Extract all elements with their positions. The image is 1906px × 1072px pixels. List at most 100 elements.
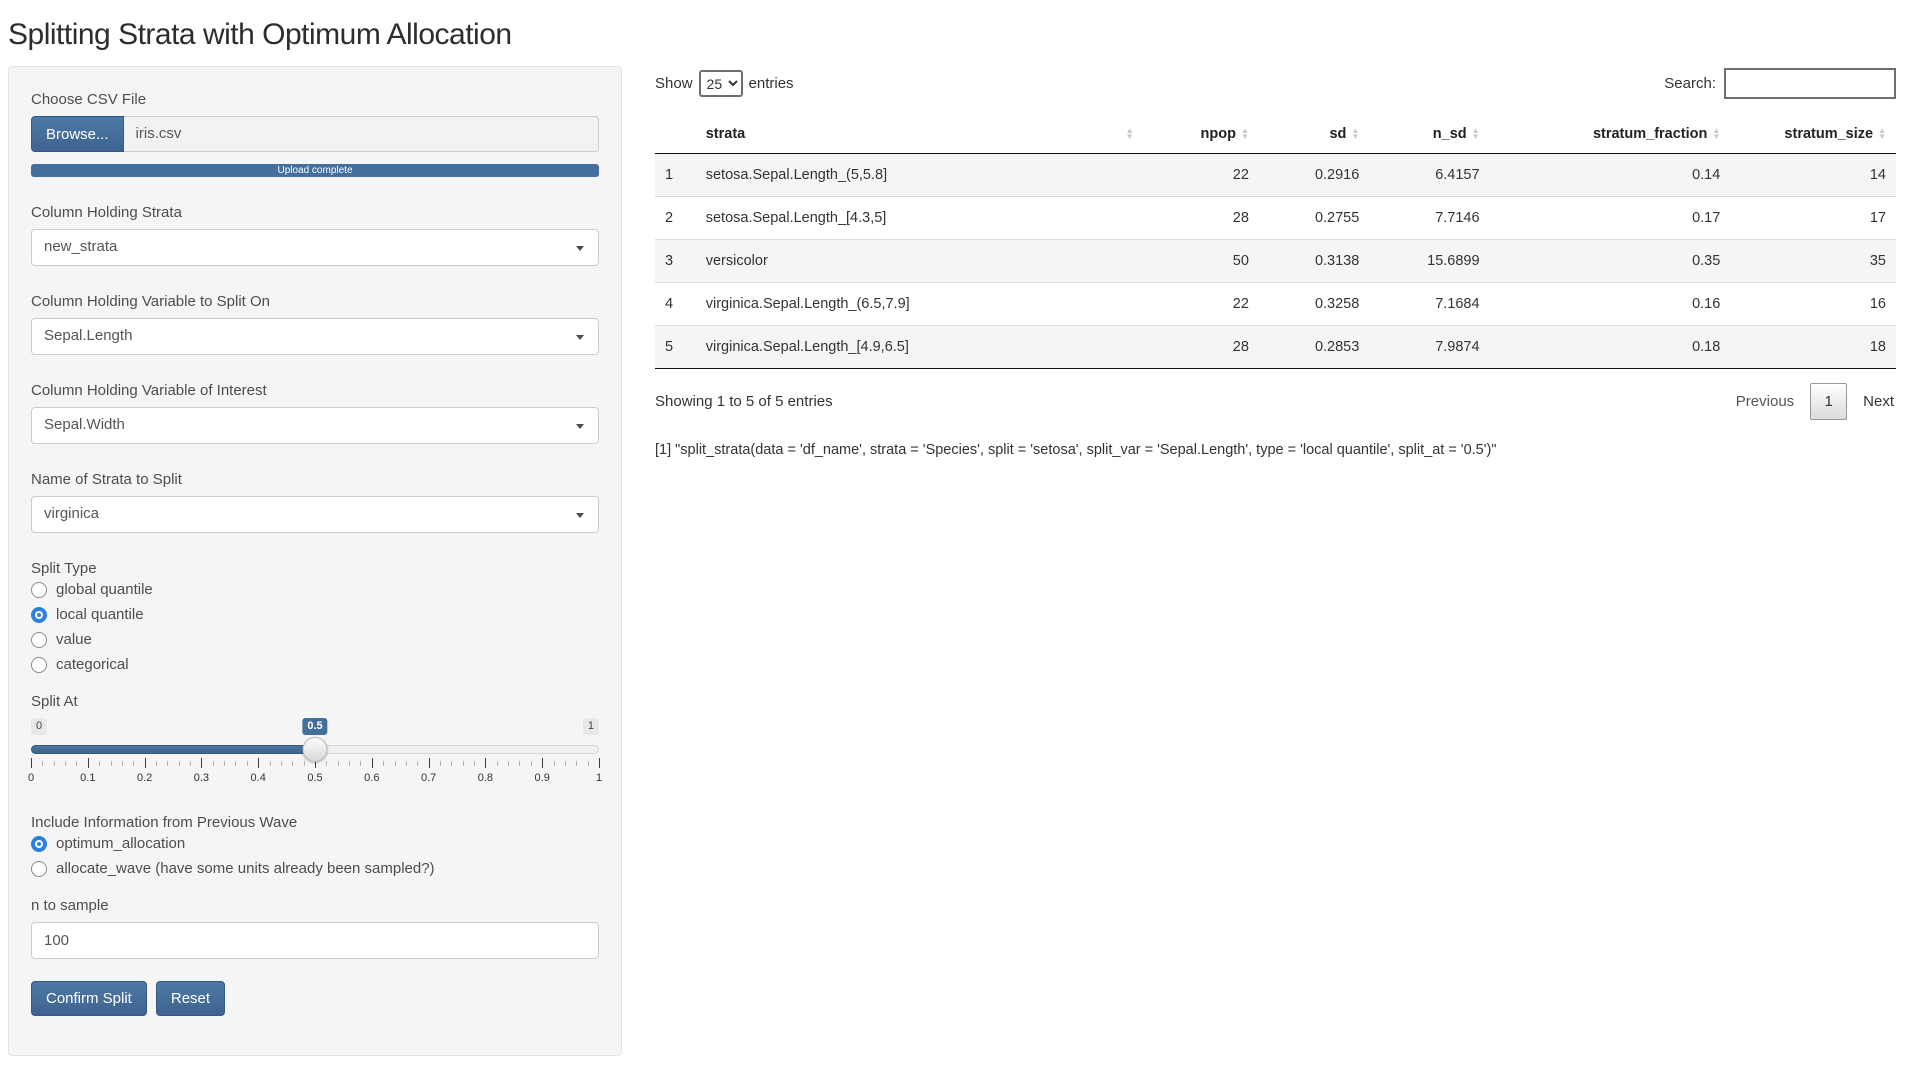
slider-tick-label: 0.8: [477, 772, 494, 784]
search-input[interactable]: [1724, 68, 1896, 99]
table-row: 5 virginica.Sepal.Length_[4.9,6.5] 28 0.285…: [655, 325, 1896, 369]
strata-to-split-label: Name of Strata to Split: [31, 471, 182, 488]
interest-var-select[interactable]: Sepal.Width: [31, 407, 599, 444]
results-table: strata ▲ ▼ npop ▲ ▼ sd ▲ ▼ n_sd: [655, 117, 1896, 369]
table-row: 2 setosa.Sepal.Length_[4.3,5] 28 0.2755 7.71…: [655, 196, 1896, 240]
slider-tick: [599, 758, 600, 768]
slider-tick: [99, 761, 101, 766]
column-header-sd[interactable]: sd ▲ ▼: [1258, 117, 1370, 154]
slider-tick: [349, 761, 351, 766]
column-header-npop[interactable]: npop ▲ ▼: [1143, 117, 1259, 154]
column-header-stratum-fraction[interactable]: stratum_fraction ▲ ▼: [1489, 117, 1731, 154]
cell-npop: 50: [1143, 239, 1259, 283]
slider-tick: [417, 761, 419, 766]
table-row: 4 virginica.Sepal.Length_(6.5,7.9] 22 0.325…: [655, 282, 1896, 326]
cell-index: 2: [655, 196, 696, 240]
slider-handle[interactable]: [302, 737, 328, 762]
strata-select[interactable]: new_strata: [31, 229, 599, 266]
cell-n_sd: 7.1684: [1369, 282, 1490, 326]
confirm-split-button[interactable]: Confirm Split: [31, 981, 147, 1016]
slider-tick: [133, 761, 135, 766]
file-input-group: Choose CSV File Browse... iris.csv Uploa…: [31, 91, 599, 177]
interest-var-select-value: Sepal.Width: [44, 416, 125, 433]
radio-option-label: value: [56, 631, 92, 648]
radio-option[interactable]: local quantile: [31, 606, 599, 623]
chevron-down-icon: [576, 335, 584, 340]
reset-button[interactable]: Reset: [155, 981, 226, 1016]
chevron-down-icon: [576, 246, 584, 251]
slider-tick: [224, 761, 226, 766]
n-to-sample-input[interactable]: [31, 922, 599, 959]
slider-tick: [371, 758, 373, 768]
column-header-strata[interactable]: strata ▲ ▼: [695, 117, 1144, 154]
radio-unselected-icon[interactable]: [31, 581, 47, 598]
file-name-field: iris.csv: [123, 116, 599, 152]
table-row: 3 versicolor 50 0.3138 15.6899 0.35 35: [655, 239, 1896, 283]
radio-unselected-icon[interactable]: [31, 860, 47, 877]
radio-option-label: optimum_allocation: [56, 835, 186, 852]
slider-tick: [280, 761, 282, 766]
radio-option[interactable]: optimum_allocation: [31, 835, 599, 852]
split-var-select[interactable]: Sepal.Length: [31, 318, 599, 355]
strata-to-split-group: Name of Strata to Split virginica: [31, 471, 599, 533]
table-pagination: Previous 1 Next: [1734, 383, 1896, 420]
sort-icon: ▲ ▼: [1712, 126, 1721, 141]
previous-wave-label: Include Information from Previous Wave: [31, 814, 298, 831]
split-at-group: Split At 0 1 0.5 0 0.1 0.2 0.3 0.4 0.5 0.6 0.7 0…: [27, 693, 602, 790]
cell-n_sd: 6.4157: [1435, 167, 1480, 183]
page-length-select[interactable]: 25: [698, 70, 743, 97]
slider-tick: [394, 761, 396, 766]
interest-var-select-group: Column Holding Variable of Interest Sepa…: [31, 382, 599, 444]
cell-stratum_fraction: 0.35: [1489, 239, 1731, 283]
sidebar-panel: Choose CSV File Browse... iris.csv Uploa…: [8, 66, 622, 1056]
slider-tick: [508, 761, 510, 766]
sort-icon: ▲ ▼: [1240, 126, 1249, 141]
slider-tick: [303, 761, 305, 766]
radio-option[interactable]: global quantile: [31, 581, 599, 598]
cell-index: 5: [655, 325, 696, 369]
slider-tick: [110, 761, 112, 766]
radio-unselected-icon[interactable]: [31, 631, 47, 648]
sort-icon: ▲ ▼: [1125, 126, 1134, 141]
slider-tick: [87, 758, 89, 768]
slider-tick-label: 0: [27, 772, 35, 784]
main-panel: Show 25 entries Search:: [655, 66, 1896, 458]
current-page-button[interactable]: 1: [1810, 383, 1848, 420]
slider-min-badge: 0: [31, 718, 48, 735]
file-input-label: Choose CSV File: [31, 91, 147, 108]
slider-tick: [496, 761, 498, 766]
cell-stratum_size: 18: [1730, 325, 1896, 369]
sort-icon: ▲ ▼: [1471, 126, 1480, 141]
entries-label: entries: [748, 75, 794, 92]
radio-option[interactable]: categorical: [31, 656, 599, 673]
cell-index: 1: [665, 167, 674, 183]
radio-option-label: global quantile: [56, 581, 153, 598]
radio-selected-icon[interactable]: [31, 606, 47, 623]
radio-unselected-icon[interactable]: [31, 656, 47, 673]
slider-tick: [258, 758, 260, 768]
slider-tick: [474, 761, 476, 766]
cell-strata: versicolor: [695, 239, 1144, 283]
cell-stratum_size: 16: [1730, 282, 1896, 326]
previous-page-button[interactable]: Previous: [1735, 393, 1795, 410]
radio-selected-icon[interactable]: [31, 835, 47, 852]
radio-option-label: local quantile: [56, 606, 144, 623]
radio-option[interactable]: value: [31, 631, 599, 648]
column-header-stratum-size[interactable]: stratum_size ▲ ▼: [1730, 117, 1896, 154]
radio-option-label: categorical: [56, 656, 129, 673]
column-header-n-sd[interactable]: n_sd ▲ ▼: [1369, 117, 1490, 154]
strata-to-split-select[interactable]: virginica: [31, 496, 599, 533]
next-page-button[interactable]: Next: [1863, 393, 1894, 410]
slider-tick: [542, 758, 544, 768]
interest-var-select-label: Column Holding Variable of Interest: [31, 382, 267, 399]
radio-option-label: allocate_wave (have some units already b…: [56, 860, 435, 877]
slider-tick: [553, 761, 555, 766]
slider-tick: [235, 761, 237, 766]
show-label: Show: [655, 75, 693, 92]
cell-npop: 22: [1143, 282, 1259, 326]
radio-option[interactable]: allocate_wave (have some units already b…: [31, 860, 599, 877]
sort-icon: ▲ ▼: [1351, 126, 1360, 141]
table-row: 1 setosa.Sepal.Length_(5,5.8] 22 0.2916 6.41…: [655, 153, 1896, 197]
browse-button[interactable]: Browse...: [31, 116, 124, 152]
